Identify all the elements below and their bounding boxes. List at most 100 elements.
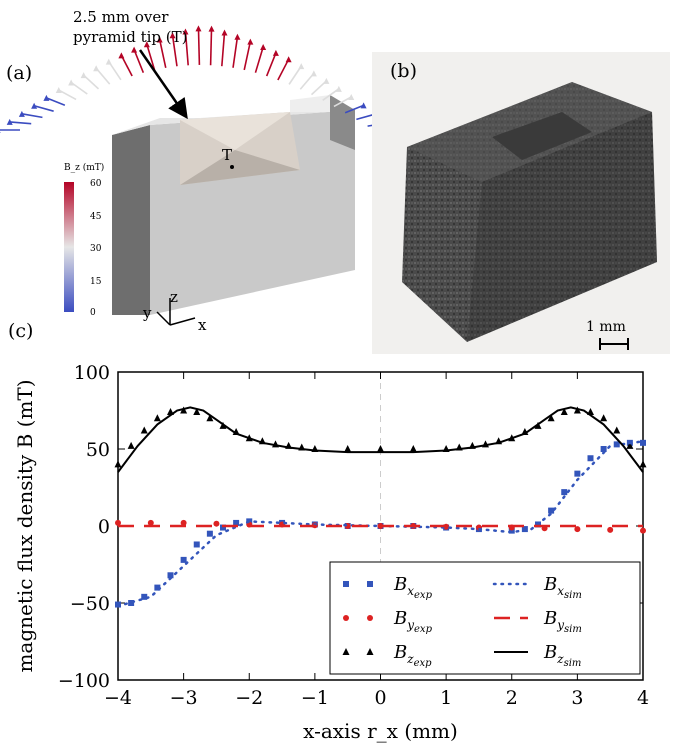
tip-marker bbox=[230, 165, 234, 169]
data-point-b-z-exp bbox=[573, 406, 581, 414]
data-point-b-y-exp bbox=[115, 519, 121, 526]
data-point-b-x-exp bbox=[587, 455, 594, 462]
field-vector bbox=[254, 46, 264, 73]
x-tick-label: 3 bbox=[571, 687, 583, 709]
field-vector bbox=[221, 32, 226, 67]
field-vector bbox=[46, 97, 66, 106]
data-point-b-z-exp bbox=[560, 408, 568, 416]
data-point-b-x-exp bbox=[128, 600, 135, 606]
data-point-legend bbox=[342, 648, 350, 655]
field-vector-head bbox=[0, 131, 1, 133]
data-point-legend bbox=[343, 581, 349, 587]
field-vector-head bbox=[221, 29, 228, 36]
x-tick-label: −3 bbox=[170, 687, 198, 709]
field-vector-head bbox=[195, 25, 202, 32]
x-axis-label: x-axis r_x (mm) bbox=[303, 719, 458, 743]
x-tick-label: 0 bbox=[374, 687, 386, 709]
field-vector-head bbox=[335, 85, 342, 92]
data-point-b-x-exp bbox=[640, 439, 646, 446]
field-vector bbox=[333, 96, 352, 108]
x-tick-label: −2 bbox=[235, 687, 263, 709]
annotation-line-1: 2.5 mm over bbox=[73, 8, 169, 26]
tip-label: T bbox=[222, 146, 232, 164]
field-vector-head bbox=[234, 33, 241, 40]
data-point-b-y-exp bbox=[607, 526, 614, 533]
axis-label-x: x bbox=[198, 316, 207, 334]
data-point-b-x-exp bbox=[115, 601, 121, 608]
field-vector-head bbox=[247, 38, 254, 45]
data-point-b-x-exp bbox=[154, 584, 161, 591]
magnet-block bbox=[112, 95, 355, 315]
field-vector-head bbox=[298, 63, 305, 70]
field-vector-head bbox=[156, 36, 163, 43]
data-point-b-y-exp bbox=[574, 526, 581, 533]
field-vector-head bbox=[6, 118, 13, 125]
colorbar bbox=[64, 182, 74, 312]
printed-magnet-object bbox=[402, 82, 657, 342]
field-vector bbox=[209, 28, 213, 66]
panel-b-label: (b) bbox=[390, 60, 417, 82]
axis-label-y: y bbox=[142, 304, 152, 322]
panel-c-label: (c) bbox=[8, 320, 34, 342]
data-point-b-z-exp bbox=[127, 441, 135, 449]
y-tick-label: −100 bbox=[58, 670, 110, 692]
field-vector bbox=[197, 28, 201, 65]
x-tick-label: −4 bbox=[104, 687, 132, 709]
field-vector bbox=[184, 31, 189, 66]
colorbar-title: B_z (mT) bbox=[64, 162, 104, 173]
annotation-line-2: pyramid tip (T) bbox=[73, 28, 188, 46]
data-point-b-x-exp bbox=[561, 489, 568, 496]
axis-triad bbox=[156, 298, 196, 326]
y-tick-label: −50 bbox=[70, 593, 110, 615]
data-point-b-x-exp bbox=[180, 556, 187, 563]
data-point-b-z-exp bbox=[140, 426, 148, 434]
field-vector-head bbox=[105, 58, 112, 65]
field-vector bbox=[158, 39, 167, 68]
data-point-b-x-exp bbox=[167, 572, 174, 579]
data-point-b-y-exp bbox=[213, 520, 220, 527]
field-vector bbox=[344, 104, 364, 114]
field-vector bbox=[9, 121, 32, 125]
field-vector bbox=[21, 113, 43, 119]
series-b-z-exp bbox=[114, 406, 647, 468]
x-tick-label: −1 bbox=[301, 687, 329, 709]
series-line-b-z-sim bbox=[117, 406, 644, 473]
series-b-z-sim bbox=[117, 406, 644, 473]
field-vector-head bbox=[272, 49, 279, 56]
data-point-b-x-exp bbox=[193, 541, 200, 548]
scale-bar-label: 1 mm bbox=[586, 319, 626, 335]
field-vector bbox=[232, 36, 239, 68]
field-vector bbox=[288, 65, 302, 85]
panel-a-simulation-render: T 2.5 mm over pyramid tip (T) B_z (mT) 6… bbox=[0, 0, 416, 340]
field-vector-head bbox=[131, 46, 138, 53]
flux-density-chart: −4 −3 −2 −1 0 1 2 3 4 100 50 0 −50 −100 x-axis r_x (mm… bbox=[13, 362, 649, 743]
x-tick-label: 4 bbox=[637, 687, 649, 709]
data-point-b-x-exp bbox=[220, 524, 226, 531]
field-vector-head bbox=[360, 102, 367, 109]
data-point-b-z-exp bbox=[377, 445, 384, 452]
field-vector bbox=[58, 89, 77, 101]
data-point-b-z-exp bbox=[206, 414, 214, 422]
field-vector bbox=[70, 81, 88, 95]
field-vector-head bbox=[68, 79, 75, 86]
y-axis-label: magnetic flux density B (mT) bbox=[13, 379, 37, 672]
field-vector-head bbox=[80, 72, 87, 79]
field-vector-head bbox=[285, 56, 292, 63]
data-point-b-z-exp bbox=[153, 414, 161, 422]
data-point-b-z-exp bbox=[409, 445, 417, 452]
data-point-b-y-exp bbox=[180, 519, 187, 526]
x-tick-label: 2 bbox=[506, 687, 518, 709]
field-vector-head bbox=[31, 102, 38, 109]
field-vector bbox=[133, 49, 145, 74]
field-vector-head bbox=[169, 32, 176, 39]
data-point-b-x-exp bbox=[233, 519, 240, 526]
annotation-arrow bbox=[138, 49, 188, 120]
data-point-b-z-exp bbox=[193, 408, 201, 416]
field-vector bbox=[277, 58, 290, 81]
field-vector-head bbox=[348, 94, 355, 101]
y-tick-label: 100 bbox=[74, 362, 110, 384]
field-vector bbox=[146, 44, 156, 71]
data-point-b-x-exp bbox=[508, 527, 515, 534]
data-point-b-x-exp bbox=[548, 507, 555, 514]
colorbar-tick: 60 bbox=[90, 179, 102, 189]
